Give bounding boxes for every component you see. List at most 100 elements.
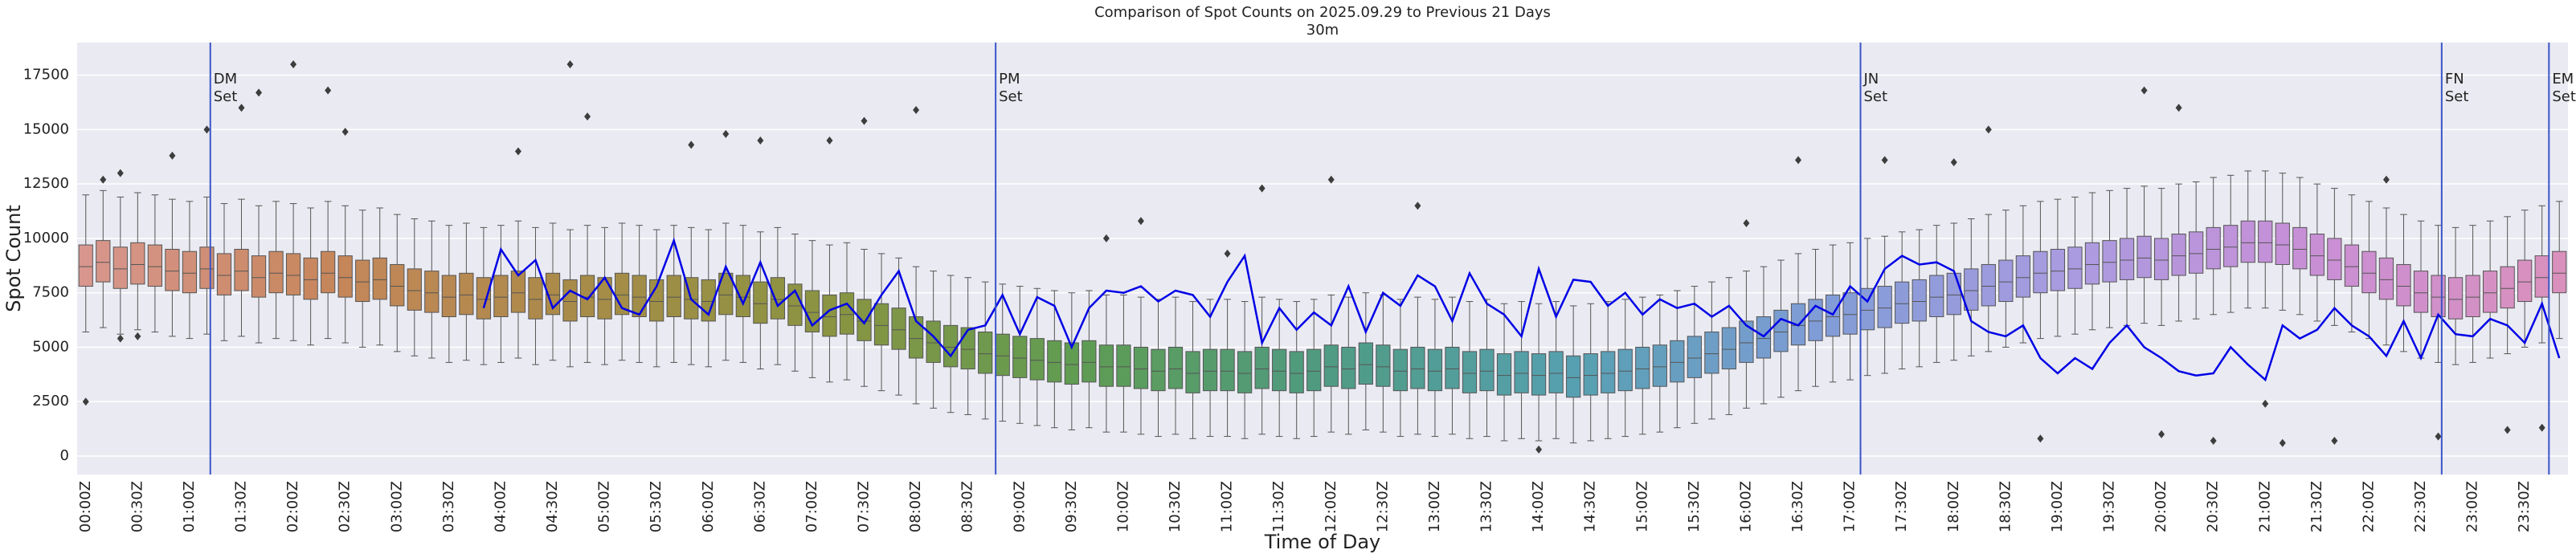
- box: [2275, 222, 2290, 265]
- box: [960, 327, 975, 370]
- box: [1410, 346, 1425, 389]
- event-label: Set: [1864, 88, 1888, 105]
- box: [2067, 246, 2083, 289]
- box: [1306, 348, 1322, 392]
- outlier: [1258, 184, 1266, 193]
- x-tick-label: 15:00Z: [1634, 481, 1650, 532]
- outlier: [341, 128, 349, 136]
- x-tick-label: 23:30Z: [2516, 481, 2533, 532]
- box: [2465, 275, 2480, 318]
- outlier: [1743, 218, 1750, 227]
- box: [2119, 238, 2135, 280]
- box: [1998, 259, 2014, 303]
- box: [147, 244, 162, 287]
- box: [321, 250, 336, 294]
- outlier: [722, 129, 730, 138]
- event-label: Set: [214, 88, 238, 105]
- outlier: [514, 147, 521, 156]
- box: [926, 320, 941, 363]
- box: [891, 308, 906, 350]
- plot-area: [77, 43, 2568, 475]
- y-tick-label: 15000: [23, 120, 69, 137]
- event-label: FN: [2445, 71, 2464, 88]
- box: [1323, 344, 1339, 387]
- box: [1617, 348, 1633, 392]
- x-tick-label: 01:00Z: [181, 481, 198, 532]
- box: [1082, 340, 1097, 383]
- chart-subtitle: 30m: [1306, 22, 1339, 39]
- outlier: [1137, 217, 1144, 226]
- box: [1012, 336, 1028, 378]
- outlier: [238, 104, 245, 112]
- x-tick-label: 02:00Z: [284, 481, 301, 532]
- box: [441, 275, 456, 318]
- box: [908, 316, 924, 359]
- outlier: [566, 60, 574, 69]
- box: [1566, 355, 1581, 398]
- box: [528, 277, 543, 320]
- x-tick-label: 10:00Z: [1114, 481, 1131, 532]
- box: [562, 279, 578, 322]
- x-tick-label: 22:00Z: [2360, 481, 2377, 532]
- box: [995, 333, 1010, 377]
- box: [2309, 234, 2325, 276]
- box: [216, 253, 232, 295]
- outlier: [2504, 426, 2511, 434]
- box: [718, 272, 734, 316]
- x-tick-label: 23:00Z: [2464, 481, 2481, 532]
- box: [1047, 340, 1062, 383]
- box: [1895, 281, 1910, 324]
- box: [1670, 340, 1685, 383]
- x-tick-label: 17:00Z: [1842, 481, 1858, 532]
- box: [666, 275, 681, 318]
- outlier: [913, 106, 920, 115]
- outlier: [1224, 249, 1231, 258]
- outlier: [290, 60, 297, 69]
- box: [2413, 271, 2429, 313]
- x-tick-label: 11:30Z: [1270, 481, 1287, 532]
- box: [1272, 348, 1287, 392]
- outlier: [2158, 430, 2165, 438]
- box: [770, 277, 785, 320]
- box: [1964, 268, 1979, 311]
- box: [372, 257, 387, 300]
- box: [2206, 226, 2221, 270]
- outlier: [256, 88, 263, 97]
- box: [2050, 248, 2066, 291]
- x-tick-label: 20:30Z: [2205, 481, 2222, 532]
- box: [1652, 344, 1667, 387]
- box: [1133, 346, 1149, 389]
- box: [355, 259, 370, 303]
- box: [165, 248, 180, 291]
- box: [268, 250, 284, 294]
- outlier: [2210, 436, 2217, 445]
- outlier: [82, 397, 89, 406]
- box: [130, 242, 145, 285]
- box: [1098, 344, 1114, 387]
- box: [1548, 351, 1564, 393]
- x-tick-label: 04:30Z: [544, 481, 561, 532]
- box: [2015, 255, 2030, 298]
- x-tick-label: 02:30Z: [337, 481, 354, 532]
- outlier: [688, 141, 695, 149]
- x-axis-label: Time of Day: [1264, 531, 1381, 553]
- box: [1167, 346, 1184, 389]
- box: [234, 248, 249, 291]
- y-axis-label: Spot Count: [2, 205, 25, 312]
- outlier: [1414, 202, 1421, 210]
- event-label: JN: [1863, 71, 1879, 88]
- y-tick-label: 5000: [32, 338, 69, 355]
- box: [1376, 344, 1391, 387]
- box: [390, 263, 405, 307]
- box: [2500, 266, 2515, 309]
- box: [978, 331, 993, 374]
- box: [407, 268, 422, 311]
- chart-title: Comparison of Spot Counts on 2025.09.29 …: [1094, 4, 1551, 21]
- box: [1427, 348, 1443, 392]
- x-tick-label: 10:30Z: [1167, 481, 1184, 532]
- box: [943, 324, 959, 368]
- box: [2223, 225, 2239, 267]
- box: [1981, 263, 1996, 307]
- outlier: [1950, 158, 1957, 167]
- x-tick-label: 06:30Z: [751, 481, 768, 532]
